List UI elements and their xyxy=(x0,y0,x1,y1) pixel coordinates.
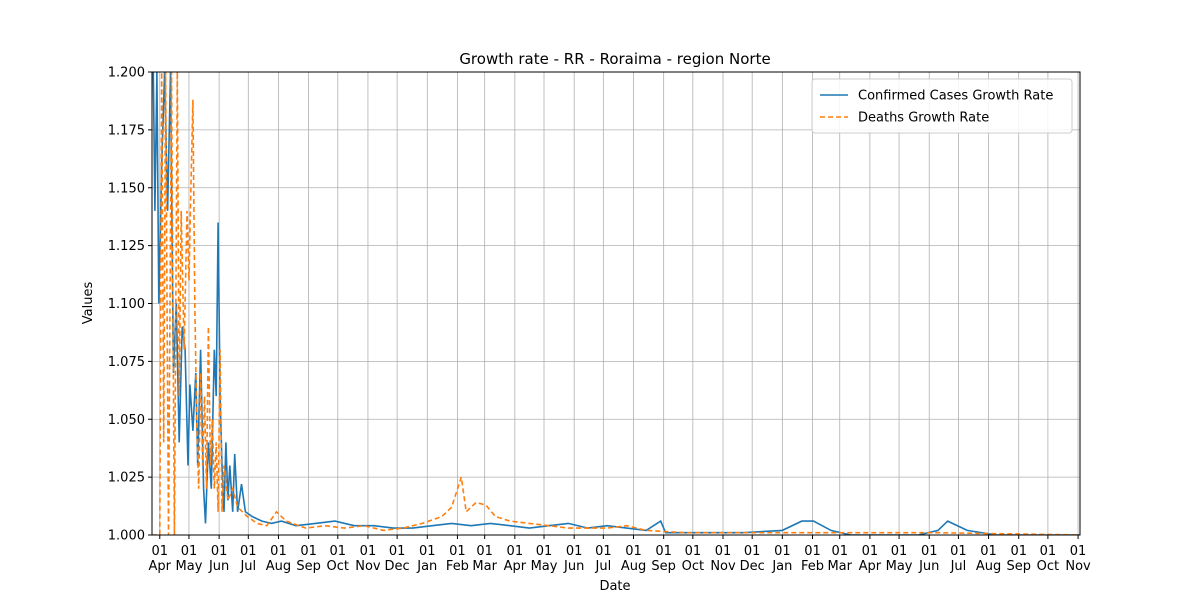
legend xyxy=(811,78,1073,134)
x-tick-label: 01 Jan xyxy=(416,544,437,574)
x-tick-label: 01 Feb xyxy=(446,544,469,574)
y-tick-label: 1.050 xyxy=(108,413,145,428)
x-tick-label: 01 Oct xyxy=(1037,544,1059,574)
y-tick-label: 1.000 xyxy=(108,529,145,544)
chart-title: Growth rate - RR - Roraima - region Nort… xyxy=(459,50,770,68)
x-tick-label: 01 May xyxy=(886,544,913,574)
x-tick-label: 01 Oct xyxy=(327,544,349,574)
x-tick-label: 01 Dec xyxy=(385,544,410,574)
y-tick-label: 1.150 xyxy=(108,181,145,196)
y-tick-label: 1.100 xyxy=(108,297,145,312)
y-tick-label: 1.200 xyxy=(108,66,145,81)
legend-label: Deaths Growth Rate xyxy=(858,111,989,126)
x-tick-label: 01 Apr xyxy=(859,544,882,574)
x-tick-label: 01 May xyxy=(176,544,203,574)
x-tick-label: 01 Dec xyxy=(740,544,765,574)
x-tick-label: 01 Aug xyxy=(976,544,1001,574)
x-tick-label: 01 Oct xyxy=(682,544,704,574)
legend-label: Confirmed Cases Growth Rate xyxy=(858,89,1053,104)
x-tick-label: 01 Nov xyxy=(710,544,736,574)
x-axis-label: Date xyxy=(599,579,630,594)
x-tick-label: 01 Jun xyxy=(208,544,229,574)
x-tick-label: 01 Nov xyxy=(355,544,381,574)
y-tick-label: 1.175 xyxy=(108,123,145,138)
x-tick-label: 01 Jul xyxy=(595,544,612,574)
x-tick-label: 01 Jun xyxy=(918,544,939,574)
plot-area xyxy=(152,72,1080,535)
x-tick-label: 01 May xyxy=(531,544,558,574)
x-tick-label: 01 Mar xyxy=(827,544,852,574)
x-tick-label: 01 Sep xyxy=(1006,544,1031,574)
y-tick-label: 1.025 xyxy=(108,471,145,486)
x-tick-label: 01 Aug xyxy=(266,544,291,574)
y-axis-label: Values xyxy=(81,282,96,325)
x-tick-label: 01 Apr xyxy=(149,544,172,574)
x-tick-label: 01 Sep xyxy=(651,544,676,574)
x-tick-label: 01 Apr xyxy=(504,544,527,574)
series-line xyxy=(152,72,1080,535)
x-tick-label: 01 Jul xyxy=(239,544,256,574)
y-tick-label: 1.075 xyxy=(108,355,145,370)
x-tick-label: 01 Jan xyxy=(771,544,792,574)
x-tick-label: 01 Jun xyxy=(563,544,584,574)
x-tick-label: 01 Jul xyxy=(950,544,967,574)
x-tick-label: 01 Nov xyxy=(1065,544,1091,574)
x-tick-label: 01 Feb xyxy=(801,544,824,574)
x-tick-label: 01 Mar xyxy=(472,544,497,574)
x-tick-label: 01 Sep xyxy=(296,544,321,574)
plot-frame xyxy=(151,71,1081,536)
y-tick-label: 1.125 xyxy=(108,239,145,254)
x-tick-label: 01 Aug xyxy=(621,544,646,574)
